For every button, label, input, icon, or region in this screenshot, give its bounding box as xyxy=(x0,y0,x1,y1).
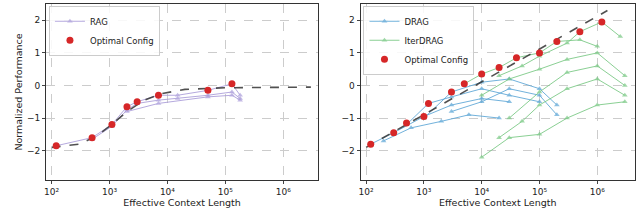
svg-text:−1: −1 xyxy=(27,113,40,123)
svg-text:10²: 10² xyxy=(44,187,59,197)
svg-text:Effective Context Length: Effective Context Length xyxy=(123,197,240,208)
svg-text:2: 2 xyxy=(349,15,355,25)
svg-text:Optimal Config: Optimal Config xyxy=(404,55,468,65)
svg-text:0: 0 xyxy=(349,81,355,91)
svg-text:Effective Context Length: Effective Context Length xyxy=(439,197,556,208)
svg-text:10⁴: 10⁴ xyxy=(160,187,175,197)
svg-text:1: 1 xyxy=(34,48,40,58)
svg-text:−2: −2 xyxy=(27,146,40,156)
svg-text:10³: 10³ xyxy=(416,187,431,197)
svg-text:10⁶: 10⁶ xyxy=(590,187,605,197)
svg-text:0: 0 xyxy=(34,81,40,91)
svg-text:2: 2 xyxy=(34,15,40,25)
svg-text:Optimal Config: Optimal Config xyxy=(90,36,154,46)
svg-text:−1: −1 xyxy=(341,113,354,123)
svg-text:10⁴: 10⁴ xyxy=(474,187,489,197)
svg-text:Normalized Performance: Normalized Performance xyxy=(13,33,24,150)
svg-text:10⁵: 10⁵ xyxy=(218,187,233,197)
svg-text:−2: −2 xyxy=(341,146,354,156)
svg-text:IterDRAG: IterDRAG xyxy=(404,36,443,46)
svg-text:10²: 10² xyxy=(359,187,374,197)
svg-text:RAG: RAG xyxy=(90,17,108,27)
svg-text:DRAG: DRAG xyxy=(404,17,428,27)
svg-text:10⁵: 10⁵ xyxy=(532,187,547,197)
svg-text:10⁶: 10⁶ xyxy=(276,187,291,197)
svg-text:1: 1 xyxy=(349,48,355,58)
svg-text:10³: 10³ xyxy=(102,187,117,197)
